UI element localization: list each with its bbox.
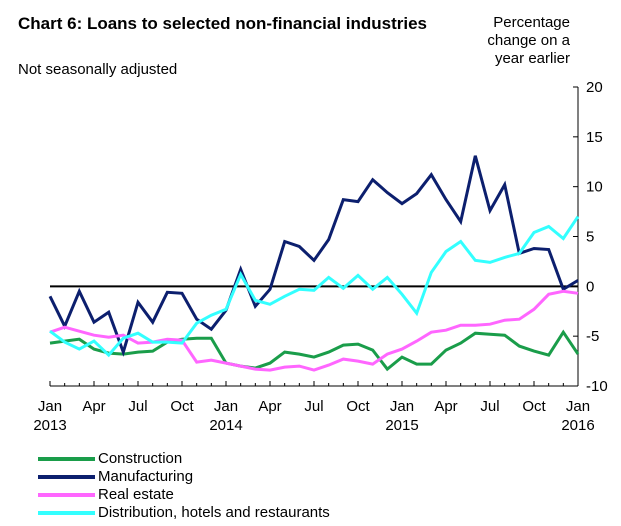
x-tick-label: Jul xyxy=(128,398,147,415)
legend-swatch xyxy=(38,511,95,515)
y-tick-label: 0 xyxy=(586,278,594,295)
legend-item: Construction xyxy=(38,450,330,468)
x-tick-year-label: 2016 xyxy=(561,417,594,434)
x-tick-label: Apr xyxy=(258,398,281,415)
chart-subtitle: Not seasonally adjusted xyxy=(18,61,178,78)
legend-item: Manufacturing xyxy=(38,468,330,486)
line-chart: -10 -5 0 5 10 15 20 Jan 2013 Apr Jul Oct Jan 2014 Apr J… xyxy=(33,79,608,434)
legend-label: Construction xyxy=(98,450,183,467)
legend-item: Real estate xyxy=(38,486,330,504)
x-tick-label: Apr xyxy=(82,398,105,415)
legend-label: Real estate xyxy=(98,486,174,503)
x-tick-label: Oct xyxy=(346,398,370,415)
y-tick-label: -10 xyxy=(586,378,608,395)
y-tick-label: 15 xyxy=(586,129,603,146)
x-tick-year-label: 2014 xyxy=(209,417,242,434)
legend-label: Distribution, hotels and restaurants xyxy=(98,504,330,521)
x-tick-label: Jan xyxy=(566,398,590,415)
y-tick-label: 20 xyxy=(586,79,603,96)
x-tick-label: Jan xyxy=(214,398,238,415)
legend-swatch xyxy=(38,457,95,461)
y-tick-label: 10 xyxy=(586,179,603,196)
x-tick-label: Oct xyxy=(170,398,194,415)
y-axis-unit-label: Percentage change on a year earlier xyxy=(487,14,570,67)
series-line-real-estate xyxy=(49,289,579,372)
x-tick-year-label: 2013 xyxy=(33,417,66,434)
x-tick-label: Jul xyxy=(480,398,499,415)
x-tick-label: Jan xyxy=(390,398,414,415)
y-tick-label: 5 xyxy=(586,229,594,246)
series-line-distribution-hotels-and-restaurants xyxy=(49,215,580,358)
chart-legend: Construction Manufacturing Real estate Dist… xyxy=(38,450,330,522)
chart-title: Chart 6: Loans to selected non-financial… xyxy=(18,14,428,33)
legend-label: Manufacturing xyxy=(98,468,194,485)
x-tick-label: Jan xyxy=(38,398,62,415)
legend-swatch xyxy=(38,475,95,479)
legend-swatch xyxy=(38,493,95,497)
x-tick-year-label: 2015 xyxy=(385,417,418,434)
y-tick-label: -5 xyxy=(586,328,599,345)
x-tick-label: Oct xyxy=(522,398,546,415)
x-tick-label: Apr xyxy=(434,398,457,415)
series-line-manufacturing xyxy=(48,155,579,357)
x-tick-label: Jul xyxy=(304,398,323,415)
series-line-construction xyxy=(49,329,580,372)
legend-item: Distribution, hotels and restaurants xyxy=(38,504,330,522)
